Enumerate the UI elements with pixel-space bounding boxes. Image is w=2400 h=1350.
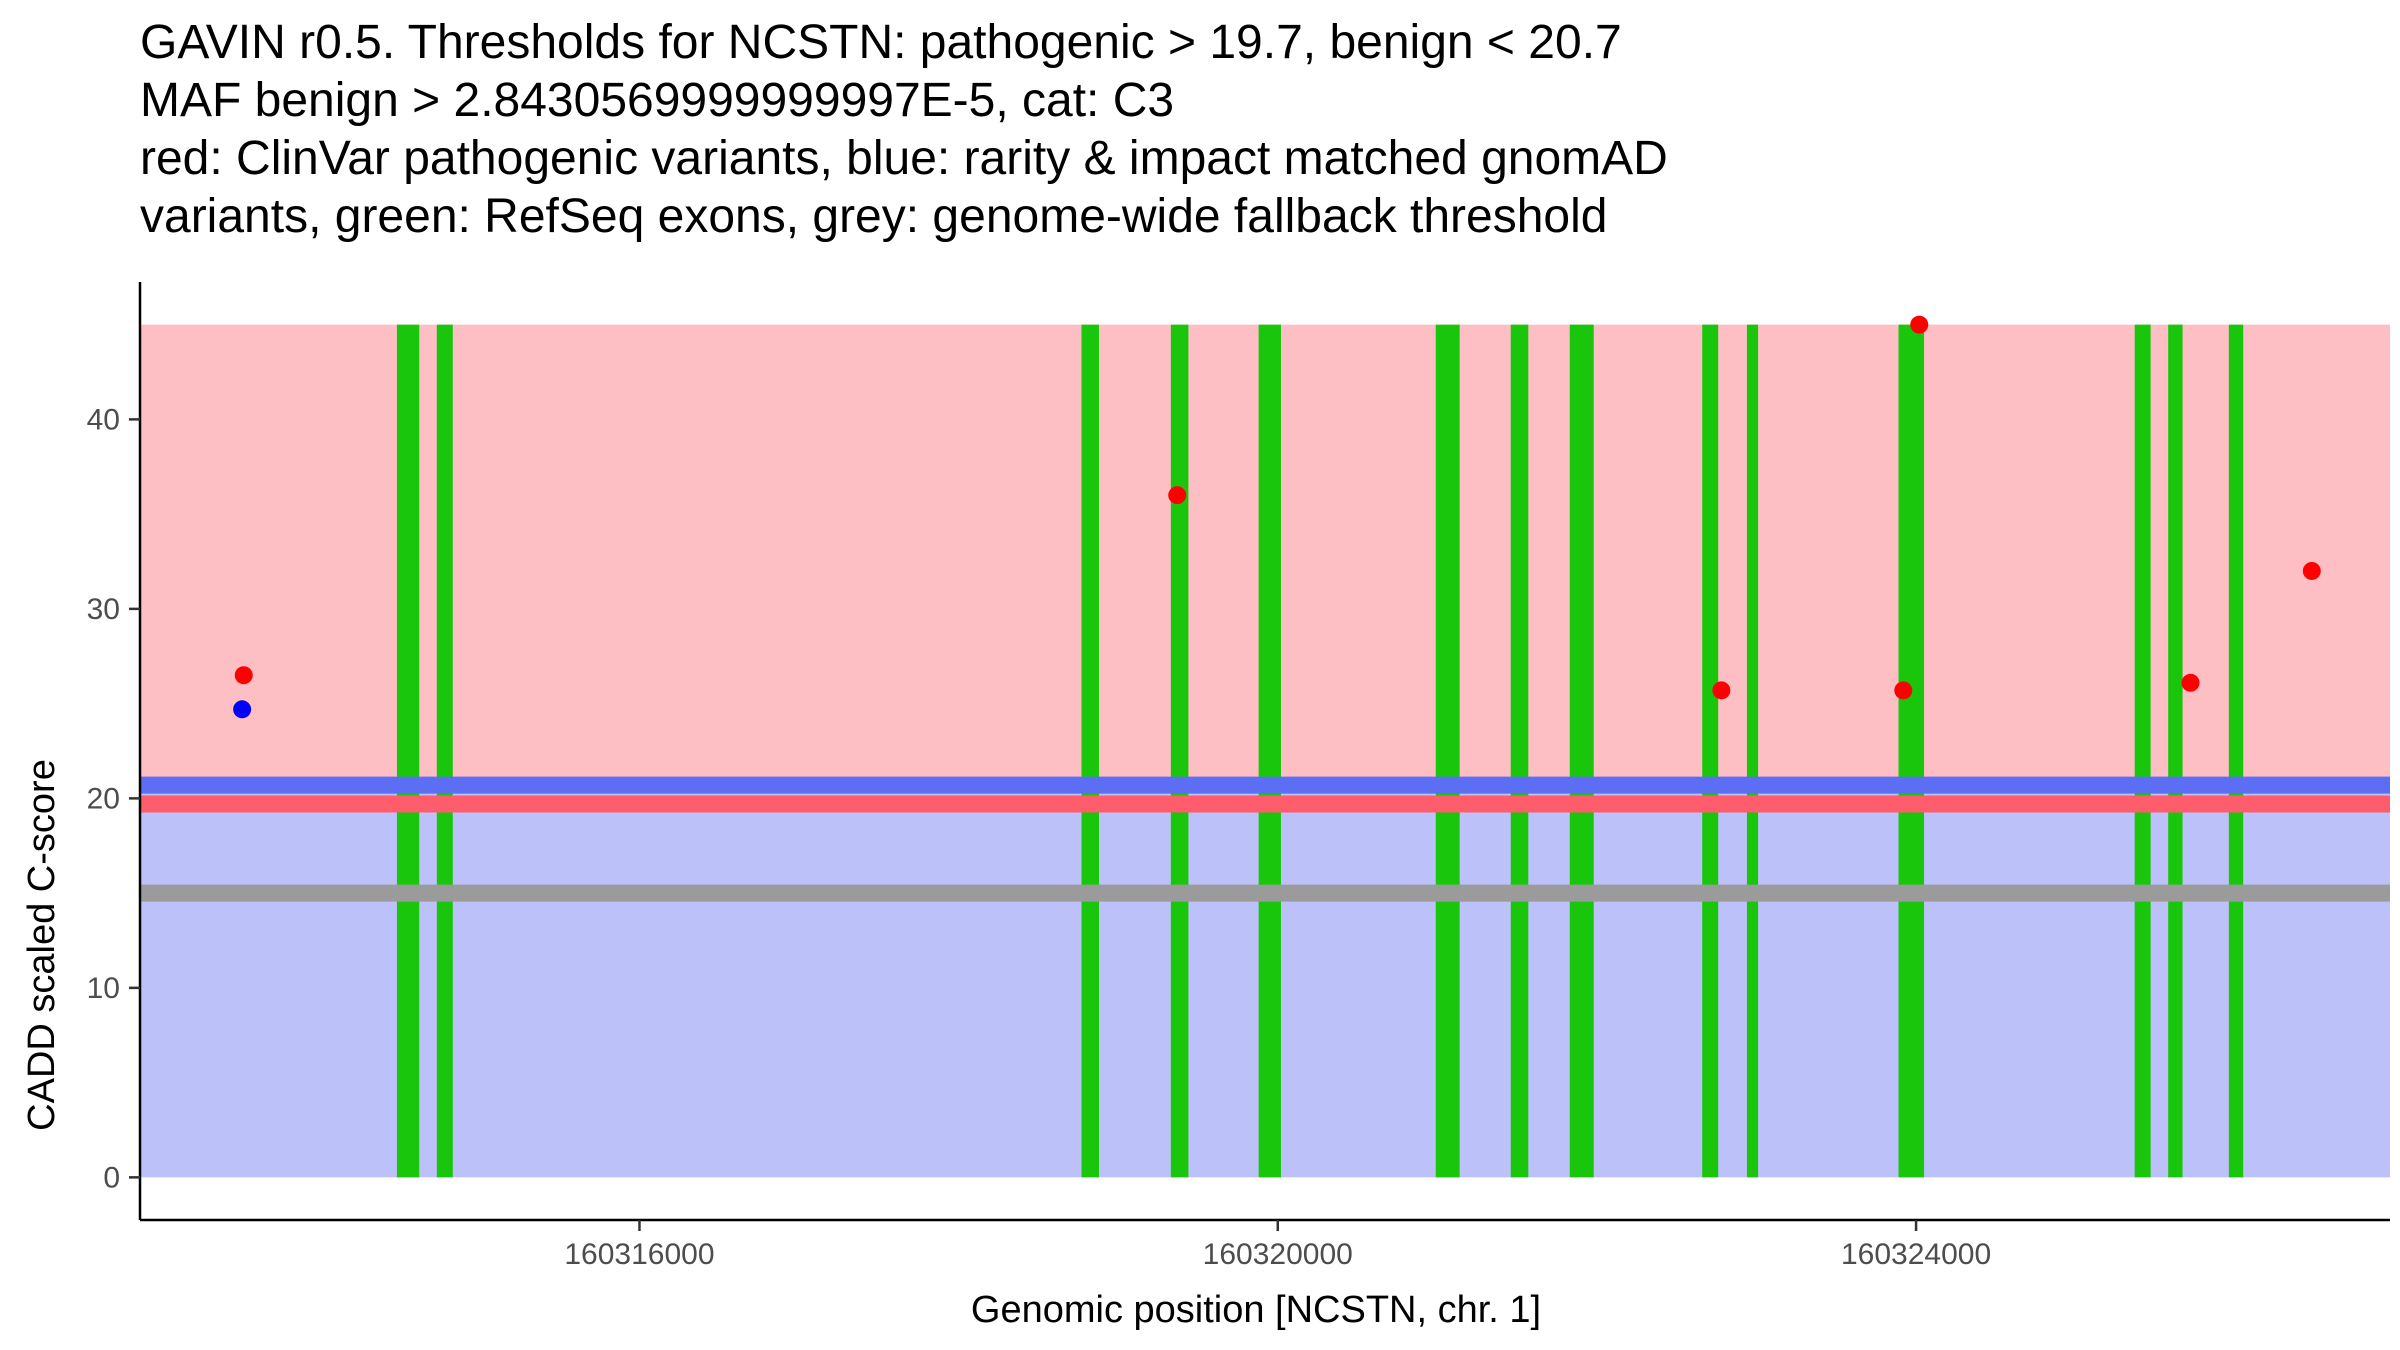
x-tick-label: 160324000 (1841, 1238, 1991, 1271)
clinvar-point (1910, 315, 1929, 334)
y-tick-label: 0 (103, 1161, 120, 1194)
exon-bar (436, 324, 453, 1178)
x-axis-ticks: 160316000 160320000 160324000 (564, 1220, 1991, 1271)
threshold-lines (140, 776, 2390, 902)
y-tick-label: 20 (87, 782, 120, 815)
axes: 160316000 160320000 160324000 0 10 20 30 40 (87, 282, 2390, 1271)
clinvar-point (2302, 561, 2321, 580)
clinvar-point (1168, 486, 1187, 505)
exon-bar (1569, 324, 1594, 1178)
variant-points (233, 315, 2321, 719)
x-tick-label: 160316000 (564, 1238, 714, 1271)
chart-title: GAVIN r0.5. Thresholds for NCSTN: pathog… (140, 16, 1668, 243)
exon-bars (396, 324, 2244, 1178)
clinvar-point (1712, 681, 1731, 700)
title-line-1: GAVIN r0.5. Thresholds for NCSTN: pathog… (140, 16, 1622, 69)
exon-bar (1746, 324, 1759, 1178)
exon-bar (1510, 324, 1529, 1178)
title-line-2: MAF benign > 2.8430569999999997E-5, cat:… (140, 74, 1174, 127)
exon-bar (1258, 324, 1281, 1178)
gnomad-point (233, 700, 252, 719)
title-line-4: variants, green: RefSeq exons, grey: gen… (140, 190, 1607, 243)
title-line-3: red: ClinVar pathogenic variants, blue: … (140, 132, 1668, 185)
plot-panel (140, 315, 2390, 1178)
exon-bar (2168, 324, 2183, 1178)
y-axis-title: CADD scaled C-score (21, 759, 63, 1131)
exon-bar (1898, 324, 1925, 1178)
exon-bar (1435, 324, 1460, 1178)
x-axis-title: Genomic position [NCSTN, chr. 1] (971, 1289, 1541, 1331)
y-tick-label: 40 (87, 403, 120, 436)
x-tick-label: 160320000 (1203, 1238, 1353, 1271)
y-axis-ticks: 0 10 20 30 40 (87, 403, 140, 1194)
exon-bar (1702, 324, 1719, 1178)
y-tick-label: 10 (87, 972, 120, 1005)
exon-bar (2228, 324, 2244, 1178)
clinvar-point (234, 666, 253, 685)
clinvar-point (1894, 681, 1913, 700)
exon-bar (1081, 324, 1100, 1178)
exon-bar (396, 324, 420, 1178)
exon-bar (1170, 324, 1189, 1178)
y-tick-label: 30 (87, 593, 120, 626)
clinvar-point (2181, 673, 2200, 692)
exon-bar (2134, 324, 2151, 1178)
